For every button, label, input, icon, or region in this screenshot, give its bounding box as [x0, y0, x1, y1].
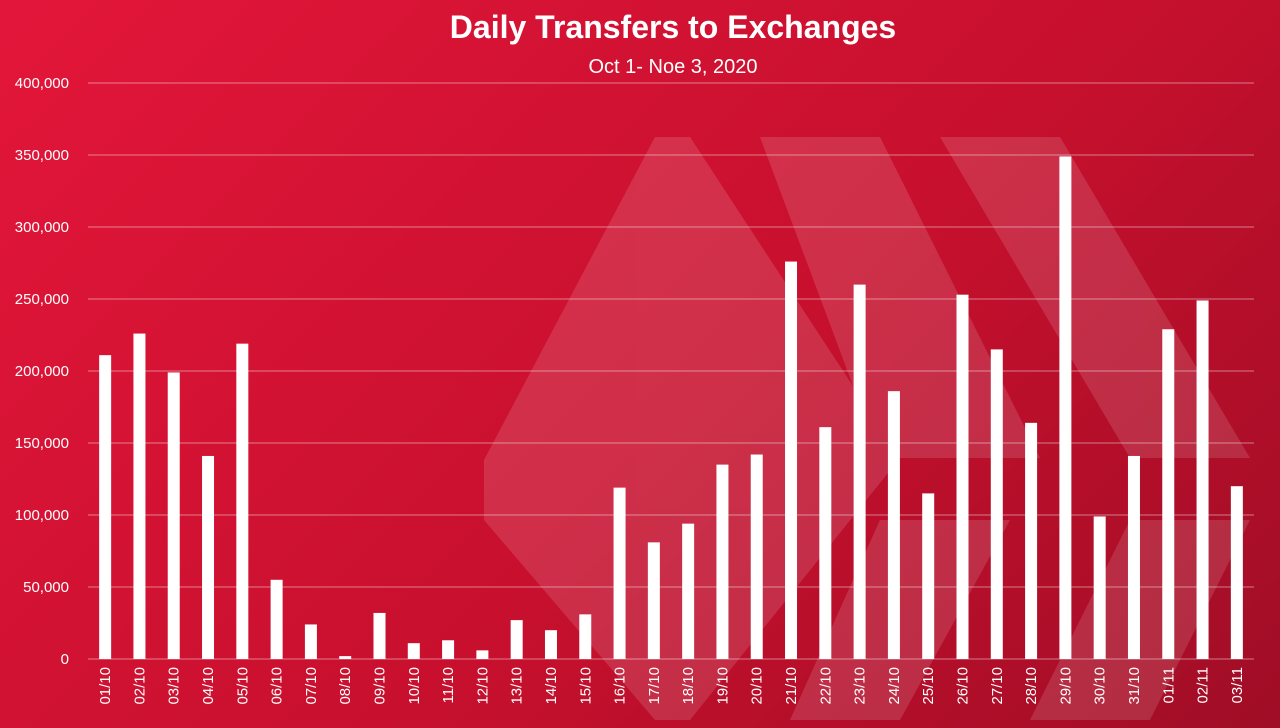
bar-31-10 [1127, 455, 1140, 659]
x-tick-label: 21/10 [783, 667, 800, 705]
bar-14-10 [544, 630, 557, 659]
x-tick-label: 23/10 [852, 667, 869, 705]
x-tick-label: 28/10 [1023, 667, 1040, 705]
x-tick-label: 25/10 [920, 667, 937, 705]
x-tick-label: 01/11 [1160, 667, 1177, 703]
bar-26-10 [956, 294, 969, 659]
y-tick-label: 250,000 [15, 291, 69, 308]
y-tick-label: 0 [61, 651, 69, 668]
y-tick-label: 400,000 [15, 75, 69, 92]
bar-05-10 [236, 343, 249, 659]
bar-10-10 [407, 643, 420, 659]
x-tick-label: 02/11 [1195, 667, 1212, 703]
x-tick-label: 03/11 [1229, 667, 1246, 703]
bar-07-10 [304, 624, 317, 659]
bar-06-10 [270, 579, 283, 659]
bar-02-11 [1196, 300, 1209, 659]
x-tick-label: 07/10 [303, 667, 320, 705]
bar-08-10 [339, 656, 352, 659]
x-tick-label: 20/10 [749, 667, 766, 705]
bar-21-10 [785, 261, 798, 659]
bar-25-10 [922, 493, 935, 659]
y-tick-label: 200,000 [15, 363, 69, 380]
bar-02-10 [133, 333, 146, 659]
x-tick-label: 05/10 [234, 667, 251, 705]
y-axis-ticks: 0 50,000 100,000 150,000 200,000 250,000 300,0… [15, 75, 69, 668]
x-tick-label: 24/10 [886, 667, 903, 705]
bar-01-11 [1162, 329, 1175, 659]
bar-18-10 [682, 523, 695, 659]
x-tick-label: 03/10 [166, 667, 183, 705]
x-tick-label: 02/10 [131, 667, 148, 705]
x-tick-label: 11/10 [440, 667, 457, 703]
y-tick-label: 100,000 [15, 507, 69, 524]
bar-09-10 [373, 612, 386, 659]
x-tick-label: 10/10 [406, 667, 423, 705]
bar-11-10 [442, 640, 455, 659]
x-tick-label: 12/10 [474, 667, 491, 705]
x-axis-ticks: 01/10 02/10 03/10 04/10 05/10 06/10 07/10 08/10… [97, 667, 1246, 705]
bar-19-10 [716, 464, 729, 659]
bar-24-10 [887, 391, 900, 659]
y-tick-label: 50,000 [23, 579, 69, 596]
bar-29-10 [1059, 156, 1072, 659]
x-tick-label: 13/10 [509, 667, 526, 705]
x-tick-label: 29/10 [1057, 667, 1074, 705]
y-tick-label: 350,000 [15, 147, 69, 164]
bar-20-10 [750, 454, 763, 659]
bar-03-10 [167, 372, 180, 659]
x-tick-label: 30/10 [1092, 667, 1109, 705]
x-tick-label: 16/10 [612, 667, 629, 705]
x-tick-label: 14/10 [543, 667, 560, 705]
y-tick-label: 300,000 [15, 219, 69, 236]
bars [99, 156, 1243, 659]
bar-17-10 [647, 542, 660, 659]
bar-23-10 [853, 284, 866, 659]
x-tick-label: 04/10 [200, 667, 217, 705]
x-tick-label: 22/10 [817, 667, 834, 705]
x-tick-label: 08/10 [337, 667, 354, 705]
y-tick-label: 150,000 [15, 435, 69, 452]
x-tick-label: 09/10 [372, 667, 389, 705]
x-tick-label: 19/10 [714, 667, 731, 705]
bar-01-10 [99, 355, 112, 659]
x-tick-label: 06/10 [269, 667, 286, 705]
bar-15-10 [579, 614, 592, 659]
bar-28-10 [1025, 422, 1038, 659]
bar-27-10 [990, 349, 1003, 659]
bar-22-10 [819, 427, 832, 659]
x-tick-label: 15/10 [577, 667, 594, 705]
x-tick-label: 17/10 [646, 667, 663, 705]
x-tick-label: 01/10 [97, 667, 114, 705]
chart-subtitle: Oct 1- Noe 3, 2020 [589, 56, 758, 78]
bar-12-10 [476, 650, 489, 659]
bar-16-10 [613, 487, 626, 659]
x-tick-label: 27/10 [989, 667, 1006, 705]
bar-13-10 [510, 620, 523, 659]
x-tick-label: 31/10 [1126, 667, 1143, 705]
x-tick-label: 18/10 [680, 667, 697, 705]
bar-04-10 [202, 455, 215, 659]
bar-03-11 [1230, 486, 1243, 659]
chart-title: Daily Transfers to Exchanges [450, 9, 896, 45]
bar-30-10 [1093, 516, 1106, 659]
x-tick-label: 26/10 [955, 667, 972, 705]
